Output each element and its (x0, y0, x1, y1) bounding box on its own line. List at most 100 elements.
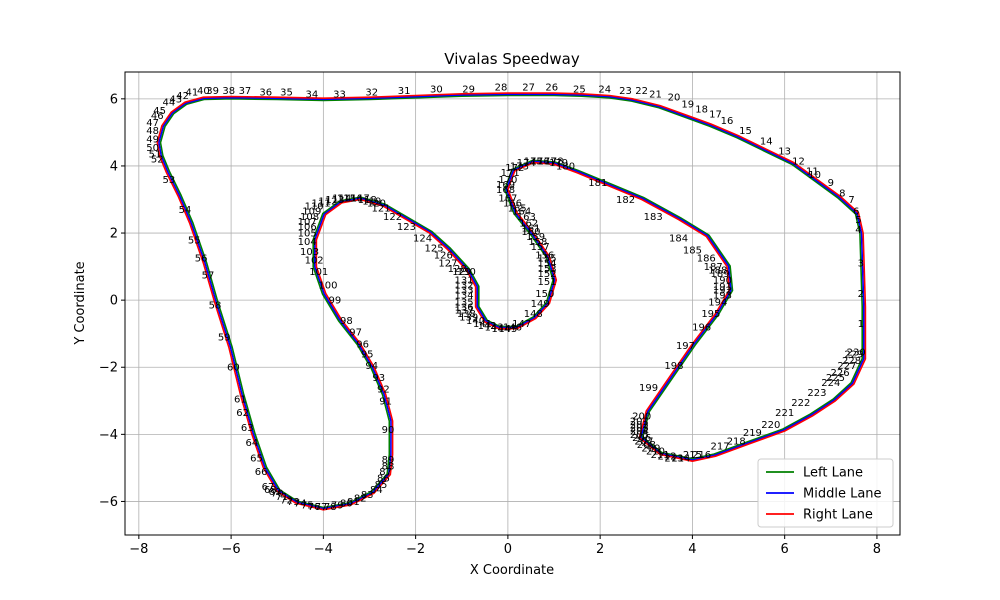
waypoint-label: 59 (218, 333, 231, 344)
waypoint-label: 88 (382, 462, 395, 473)
waypoint-label: 162 (519, 218, 538, 229)
waypoint-label: 6 (853, 207, 859, 218)
waypoint-label: 72 (280, 495, 293, 506)
waypoint-label: 126 (434, 250, 453, 261)
legend: Left Lane Middle Lane Right Lane (757, 458, 894, 528)
waypoint-label: 113 (325, 195, 344, 206)
middle-lane-line (158, 93, 865, 510)
waypoint-label: 128 (448, 264, 467, 275)
waypoint-label: 129 (452, 267, 471, 278)
waypoint-label: 171 (501, 168, 520, 179)
waypoint-label: 32 (365, 88, 378, 99)
x-tick-label: 2 (596, 542, 604, 557)
waypoint-label: 102 (305, 255, 324, 266)
waypoint-label: 120 (367, 198, 386, 209)
waypoint-label: 230 (847, 348, 866, 359)
waypoint-label: 179 (549, 158, 568, 169)
waypoint-label: 167 (498, 193, 517, 204)
waypoint-label: 16 (721, 116, 734, 127)
waypoint-label: 188 (708, 265, 727, 276)
waypoint-label: 41 (186, 88, 199, 99)
waypoint-label: 4 (855, 225, 861, 236)
waypoint-label: 163 (517, 212, 536, 223)
waypoint-label: 198 (664, 361, 683, 372)
lanes (156, 92, 867, 511)
waypoint-label: 147 (512, 319, 531, 330)
waypoint-label: 204 (630, 426, 649, 437)
waypoint-label: 5 (855, 215, 861, 226)
waypoint-label: 30 (430, 84, 443, 95)
waypoint-label: 110 (305, 202, 324, 213)
waypoint-label: 229 (844, 349, 863, 360)
waypoint-label: 170 (498, 175, 517, 186)
waypoint-label: 194 (708, 297, 727, 308)
waypoint-label: 107 (298, 217, 317, 228)
waypoint-label: 46 (151, 111, 164, 122)
waypoint-label: 155 (538, 254, 557, 265)
waypoint-label: 145 (498, 324, 517, 335)
legend-box (757, 458, 894, 528)
waypoint-label: 220 (761, 420, 780, 431)
waypoint-label: 224 (821, 378, 840, 389)
waypoint-label: 108 (300, 212, 319, 223)
waypoint-label: 212 (657, 452, 676, 463)
legend-label: Left Lane (803, 466, 863, 481)
waypoint-label: 95 (361, 349, 374, 360)
waypoint-label: 156 (535, 250, 554, 261)
waypoint-label: 85 (375, 480, 388, 491)
waypoint-label: 38 (222, 86, 235, 97)
waypoint-label: 63 (241, 423, 254, 434)
waypoint-label: 33 (333, 89, 346, 100)
waypoint-label: 105 (298, 229, 317, 240)
waypoint-label: 205 (630, 430, 649, 441)
waypoint-label: 169 (496, 180, 515, 191)
waypoint-label: 55 (188, 235, 201, 246)
y-axis-label: Y Coordinate (73, 261, 88, 345)
waypoint-label: 134 (455, 291, 474, 302)
waypoint-label: 164 (512, 207, 531, 218)
waypoint-label: 29 (462, 84, 475, 95)
waypoint-label: 76 (308, 502, 321, 513)
y-tick-label: −4 (99, 428, 118, 443)
waypoint-label: 49 (146, 135, 159, 146)
waypoint-label: 13 (778, 146, 791, 157)
waypoint-label: 209 (641, 443, 660, 454)
waypoint-label: 159 (526, 232, 545, 243)
waypoint-label: 136 (455, 302, 474, 313)
waypoint-label: 135 (455, 297, 474, 308)
waypoint-label: 114 (332, 193, 351, 204)
waypoint-label: 127 (438, 259, 457, 270)
waypoint-label: 150 (535, 289, 554, 300)
waypoint-label: 217 (711, 442, 730, 453)
waypoint-label: 69 (269, 487, 282, 498)
waypoint-label: 123 (397, 222, 416, 233)
waypoint-label: 137 (455, 306, 474, 317)
waypoint-label: 93 (372, 373, 385, 384)
waypoint-label: 139 (459, 312, 478, 323)
waypoint-label: 214 (671, 453, 690, 464)
y-tick-label: 0 (110, 294, 118, 309)
waypoint-label: 213 (664, 453, 683, 464)
waypoint-label: 3 (858, 259, 864, 270)
waypoint-label: 161 (521, 224, 540, 235)
legend-label: Middle Lane (803, 487, 882, 502)
waypoint-label: 20 (668, 93, 681, 104)
waypoint-label: 140 (466, 316, 485, 327)
waypoint-label: 51 (149, 150, 162, 161)
waypoint-label: 84 (370, 485, 383, 496)
waypoint-label: 141 (473, 319, 492, 330)
waypoint-label: 196 (692, 322, 711, 333)
waypoint-label: 92 (377, 385, 390, 396)
waypoint-label: 222 (791, 398, 810, 409)
waypoint-label: 21 (649, 89, 662, 100)
waypoint-label: 125 (425, 244, 444, 255)
waypoint-label: 15 (739, 126, 752, 137)
waypoint-label: 43 (169, 94, 182, 105)
waypoint-label: 208 (637, 440, 656, 451)
waypoint-label: 215 (683, 450, 702, 461)
waypoint-label: 44 (162, 98, 175, 109)
waypoint-label: 40 (197, 86, 210, 97)
waypoint-label: 200 (632, 411, 651, 422)
waypoint-label: 206 (632, 433, 651, 444)
waypoint-label: 53 (162, 175, 175, 186)
